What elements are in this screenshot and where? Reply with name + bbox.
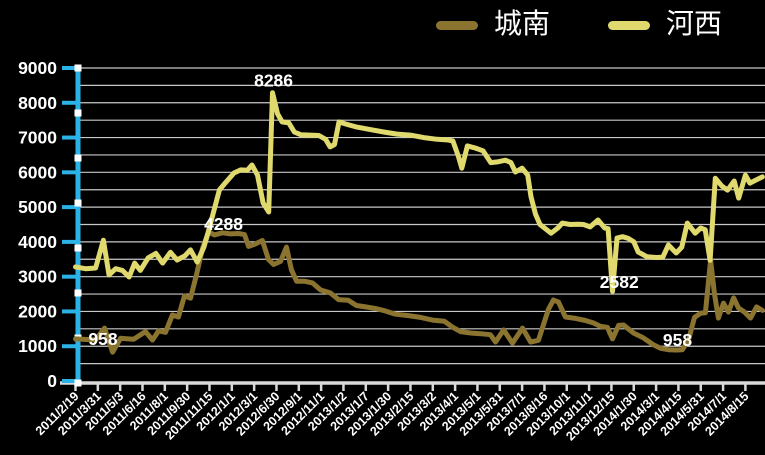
y-tick-label: 3000: [18, 267, 57, 287]
y-axis-marker: [74, 199, 82, 207]
y-axis-marker: [74, 244, 82, 252]
y-axis-marker: [74, 154, 82, 162]
data-label: 958: [88, 329, 117, 349]
y-axis-marker: [74, 289, 82, 297]
legend-label: 城南: [494, 9, 551, 40]
legend-item-chengnan[interactable]: 城南: [436, 6, 550, 44]
y-tick-label: 7000: [18, 128, 57, 148]
y-tick-label: 6000: [18, 162, 57, 182]
y-tick-label: 4000: [18, 232, 57, 252]
y-tick-label: 5000: [18, 197, 57, 217]
y-tick-label: 0: [47, 371, 57, 391]
data-label: 958: [663, 330, 692, 350]
legend-swatch-icon: [608, 20, 651, 30]
y-axis-marker: [74, 109, 82, 117]
legend-label: 河西: [666, 9, 723, 40]
data-label: 2582: [600, 272, 639, 292]
legend-swatch-icon: [436, 20, 478, 30]
legend-item-hexi[interactable]: 河西: [608, 6, 722, 44]
y-tick-label: 8000: [18, 93, 57, 113]
chart-legend: 城南 河西: [436, 6, 722, 44]
y-axis-marker: [74, 64, 82, 72]
series-line-hexi: [73, 90, 765, 294]
y-tick-label: 1000: [18, 336, 57, 356]
data-label: 8286: [254, 71, 293, 91]
y-axis-marker: [74, 379, 82, 387]
data-label: 4288: [204, 214, 243, 234]
y-tick-label: 2000: [18, 301, 57, 321]
y-tick-label: 9000: [18, 58, 57, 78]
series-line-chengnan: [73, 229, 765, 355]
